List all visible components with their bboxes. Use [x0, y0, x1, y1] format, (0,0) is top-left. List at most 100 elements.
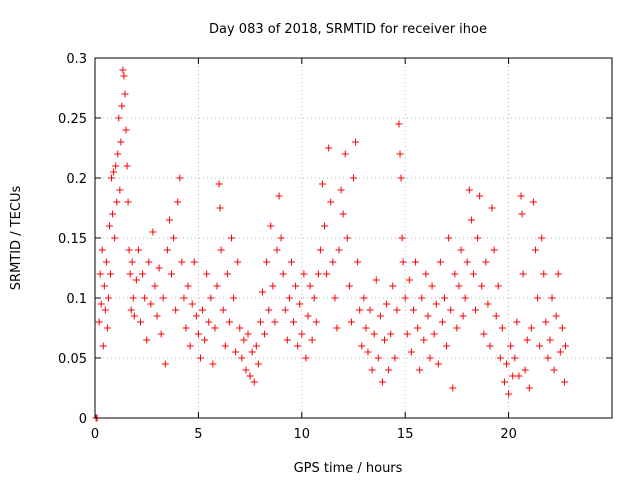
- data-point: [285, 294, 293, 302]
- data-point: [360, 294, 368, 302]
- data-point: [500, 378, 508, 386]
- data-point: [147, 300, 155, 308]
- data-point: [398, 234, 406, 242]
- data-point: [151, 282, 159, 290]
- data-point: [155, 264, 163, 272]
- data-point: [414, 324, 422, 332]
- data-point: [96, 270, 104, 278]
- data-point: [213, 282, 221, 290]
- data-point: [178, 258, 186, 266]
- data-point: [232, 348, 240, 356]
- data-point: [409, 306, 417, 314]
- data-point: [476, 192, 484, 200]
- data-point: [153, 312, 161, 320]
- data-point: [100, 282, 108, 290]
- data-point: [125, 246, 133, 254]
- data-point: [277, 234, 285, 242]
- data-point: [335, 246, 343, 254]
- data-point: [108, 174, 116, 182]
- data-point: [461, 294, 469, 302]
- data-point: [119, 66, 127, 74]
- data-point: [331, 294, 339, 302]
- y-tick-label: 0.1: [66, 292, 87, 307]
- data-point: [254, 360, 262, 368]
- data-point: [467, 216, 475, 224]
- data-point: [98, 246, 106, 254]
- chart-title: Day 083 of 2018, SRMTID for receiver iho…: [209, 22, 487, 37]
- data-point: [498, 324, 506, 332]
- data-point: [538, 234, 546, 242]
- data-point: [350, 174, 357, 182]
- data-point: [126, 270, 134, 278]
- data-point: [161, 360, 169, 368]
- data-point: [273, 246, 281, 254]
- data-point: [199, 306, 207, 314]
- data-point: [362, 324, 370, 332]
- data-point: [209, 360, 217, 368]
- data-point: [244, 330, 252, 338]
- data-point: [240, 336, 248, 344]
- data-point: [129, 294, 137, 302]
- data-point: [203, 270, 211, 278]
- data-point: [219, 306, 227, 314]
- data-point: [515, 372, 523, 380]
- data-point: [252, 342, 260, 350]
- data-point: [109, 210, 117, 218]
- data-point: [111, 234, 119, 242]
- data-point: [300, 270, 308, 278]
- data-point: [527, 324, 535, 332]
- data-point: [310, 294, 318, 302]
- data-point: [397, 174, 405, 182]
- data-point: [376, 312, 384, 320]
- y-tick-label: 0: [79, 412, 87, 427]
- data-point: [127, 306, 135, 314]
- data-point: [345, 282, 353, 290]
- data-point: [242, 366, 250, 374]
- data-point: [368, 366, 376, 374]
- data-point: [174, 198, 182, 206]
- data-point: [451, 270, 459, 278]
- data-point: [182, 324, 190, 332]
- data-point: [115, 114, 123, 122]
- data-point: [443, 342, 451, 350]
- data-point: [505, 390, 513, 398]
- y-axis-title: SRMTID / TECUs: [9, 186, 24, 291]
- data-point: [333, 324, 341, 332]
- data-point: [321, 222, 329, 230]
- data-point: [490, 246, 498, 254]
- data-point: [438, 318, 446, 326]
- data-point: [306, 282, 314, 290]
- data-point: [401, 294, 409, 302]
- data-point: [486, 342, 494, 350]
- data-point: [469, 270, 477, 278]
- data-point: [95, 318, 103, 326]
- data-point: [403, 330, 411, 338]
- y-tick-label: 0.2: [66, 172, 87, 187]
- data-point: [221, 342, 229, 350]
- data-point: [159, 294, 167, 302]
- data-point: [436, 258, 444, 266]
- data-point: [304, 312, 312, 320]
- data-point: [124, 198, 132, 206]
- data-point: [117, 138, 125, 146]
- data-point: [381, 336, 389, 344]
- data-points: [92, 66, 569, 422]
- data-point: [271, 318, 279, 326]
- data-point: [316, 246, 324, 254]
- data-point: [329, 258, 337, 266]
- data-point: [180, 294, 188, 302]
- data-point: [230, 294, 238, 302]
- data-point: [139, 270, 147, 278]
- data-point: [513, 318, 521, 326]
- data-point: [279, 270, 287, 278]
- data-point: [358, 342, 366, 350]
- data-point: [453, 324, 461, 332]
- data-point: [523, 336, 531, 344]
- data-point: [113, 198, 121, 206]
- data-point: [374, 354, 382, 362]
- data-point: [339, 210, 347, 218]
- data-point: [405, 276, 413, 284]
- data-point: [250, 378, 258, 386]
- data-point: [163, 246, 171, 254]
